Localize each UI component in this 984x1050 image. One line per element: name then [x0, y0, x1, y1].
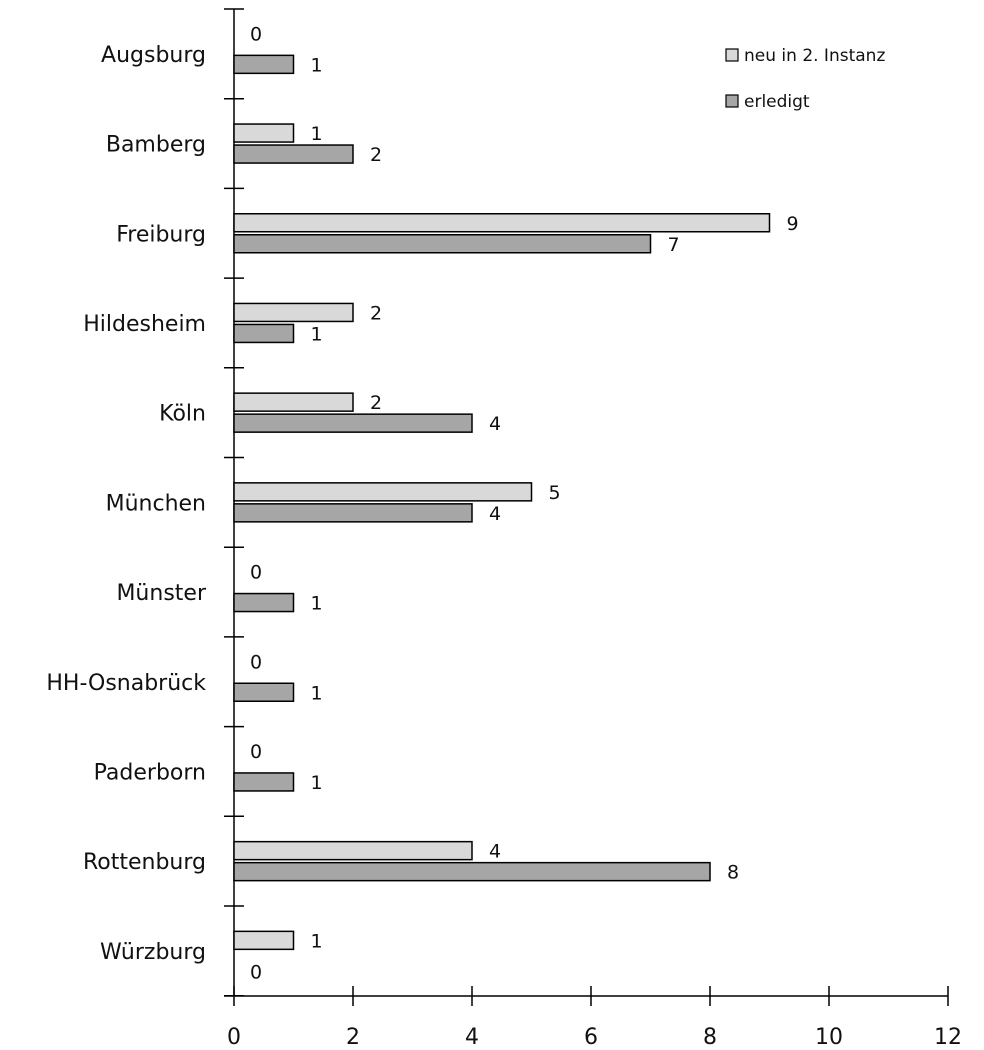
category-label: München — [106, 491, 206, 516]
category-label: HH-Osnabrück — [46, 671, 206, 696]
bar-neu — [234, 214, 770, 232]
data-label: 8 — [727, 862, 739, 884]
category-label: Hildesheim — [83, 312, 206, 337]
data-label: 2 — [370, 144, 382, 166]
bars: 0 1 1 2 9 7 2 1 2 4 5 4 0 1 0 1 0 1 4 8 1 0 — [234, 23, 799, 983]
category-label: Rottenburg — [83, 850, 206, 875]
data-label: 2 — [370, 392, 382, 414]
data-label: 0 — [250, 562, 262, 584]
bar-erledigt — [234, 504, 472, 522]
data-label: 7 — [668, 234, 680, 256]
category-label: Paderborn — [94, 760, 206, 785]
value-axis: 0 2 4 6 8 10 12 — [224, 986, 962, 1050]
data-label: 5 — [549, 482, 561, 504]
bar-neu — [234, 842, 472, 860]
bar-erledigt — [234, 683, 294, 701]
data-label: 1 — [311, 54, 323, 76]
category-label: Freiburg — [116, 222, 206, 247]
legend-swatch — [726, 49, 738, 61]
category-label: Augsburg — [101, 43, 206, 68]
bar-erledigt — [234, 594, 294, 612]
legend-swatch — [726, 95, 738, 107]
data-label: 1 — [311, 930, 323, 952]
bar-erledigt — [234, 414, 472, 432]
bar-erledigt — [234, 145, 353, 163]
category-label: Bamberg — [106, 133, 206, 158]
data-label: 1 — [311, 123, 323, 145]
data-label: 1 — [311, 323, 323, 345]
bar-erledigt — [234, 235, 651, 253]
bar-erledigt — [234, 773, 294, 791]
bar-neu — [234, 393, 353, 411]
value-tick-label: 10 — [815, 1025, 843, 1050]
value-tick-label: 0 — [227, 1025, 241, 1050]
bar-neu — [234, 931, 294, 949]
data-label: 0 — [250, 961, 262, 983]
bar-erledigt — [234, 55, 294, 73]
value-tick-label: 8 — [703, 1025, 717, 1050]
data-label: 4 — [489, 841, 501, 863]
category-axis: Augsburg Bamberg Freiburg Hildesheim Köln Mün… — [46, 9, 244, 996]
bar-erledigt — [234, 863, 710, 881]
data-label: 0 — [250, 23, 262, 45]
category-label: Münster — [116, 581, 206, 606]
legend-label: erledigt — [744, 92, 810, 112]
data-label: 4 — [489, 413, 501, 435]
legend-label: neu in 2. Instanz — [744, 46, 885, 66]
data-label: 1 — [311, 682, 323, 704]
value-tick-label: 2 — [346, 1025, 360, 1050]
value-tick-label: 12 — [934, 1025, 962, 1050]
category-label: Würzburg — [100, 940, 206, 965]
bar-neu — [234, 483, 532, 501]
category-label: Köln — [159, 402, 206, 427]
data-label: 2 — [370, 302, 382, 324]
data-label: 9 — [787, 213, 799, 235]
legend: neu in 2. Instanz erledigt — [726, 46, 885, 112]
bar-neu — [234, 303, 353, 321]
value-tick-label: 4 — [465, 1025, 479, 1050]
value-tick-label: 6 — [584, 1025, 598, 1050]
data-label: 4 — [489, 503, 501, 525]
data-label: 0 — [250, 741, 262, 763]
data-label: 0 — [250, 651, 262, 673]
bar-erledigt — [234, 324, 294, 342]
bar-neu — [234, 124, 294, 142]
data-label: 1 — [311, 593, 323, 615]
data-label: 1 — [311, 772, 323, 794]
